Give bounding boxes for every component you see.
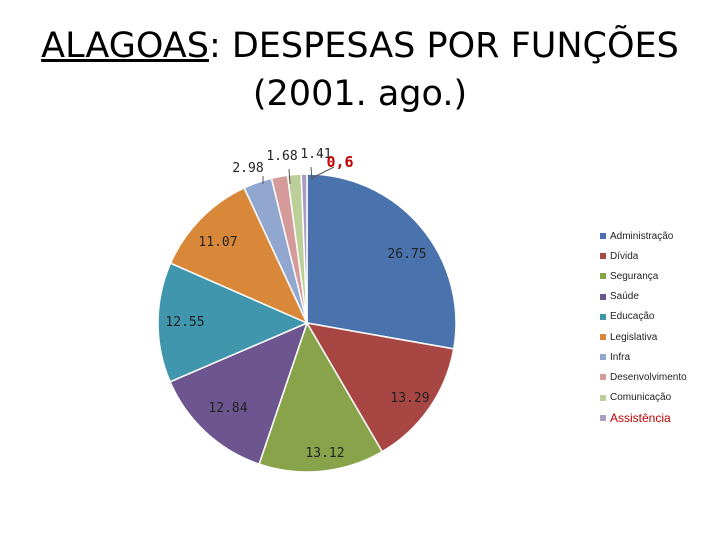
legend-item: Desenvolvimento bbox=[600, 367, 720, 387]
title-main-text: : DESPESAS POR FUNÇÕES bbox=[208, 26, 679, 66]
chart-title: ALAGOAS: DESPESAS POR FUNÇÕES (2001. ago… bbox=[0, 22, 720, 118]
legend-label: Educação bbox=[610, 311, 655, 323]
pie-slice-4 bbox=[169, 321, 309, 466]
chart-legend: Administração Dívida Segurança Saúde Educaçã… bbox=[600, 226, 720, 428]
legend-label: Dívida bbox=[610, 250, 639, 262]
legend-item: Administração bbox=[600, 226, 720, 246]
title-date: (2001. ago.) bbox=[252, 74, 468, 114]
pie-slice-1 bbox=[306, 173, 457, 350]
legend-swatch bbox=[600, 354, 606, 361]
data-label-9: 1.41 bbox=[300, 147, 331, 162]
title-state-name: ALAGOAS bbox=[41, 26, 209, 66]
title-line-1: ALAGOAS: DESPESAS POR FUNÇÕES bbox=[0, 22, 720, 70]
leader-line-2 bbox=[288, 168, 291, 185]
legend-swatch bbox=[600, 374, 606, 381]
pie-slice-6 bbox=[169, 186, 309, 325]
legend-swatch bbox=[600, 273, 606, 280]
data-label-10: 0,6 bbox=[326, 153, 353, 171]
legend-swatch bbox=[600, 313, 606, 320]
data-label-5: 12.55 bbox=[165, 315, 204, 330]
legend-item: Educação bbox=[600, 307, 720, 327]
legend-swatch bbox=[600, 334, 606, 341]
legend-item: Assistência bbox=[600, 408, 720, 428]
legend-swatch bbox=[600, 293, 606, 300]
legend-swatch bbox=[600, 394, 606, 401]
data-label-8: 1.68 bbox=[266, 149, 297, 164]
data-label-4: 12.84 bbox=[208, 401, 247, 416]
legend-label: Saúde bbox=[610, 291, 639, 303]
legend-item: Infra bbox=[600, 347, 720, 367]
data-label-2: 13.29 bbox=[390, 391, 429, 406]
data-label-1: 26.75 bbox=[387, 247, 426, 262]
legend-label: Legislativa bbox=[610, 331, 658, 343]
legend-label: Segurança bbox=[610, 270, 659, 282]
legend-swatch bbox=[600, 414, 606, 421]
legend-label: Desenvolvimento bbox=[610, 371, 687, 383]
legend-label: Administração bbox=[610, 230, 674, 242]
pie-slice-2 bbox=[305, 321, 455, 453]
legend-label: Comunicação bbox=[610, 392, 672, 404]
legend-swatch bbox=[600, 253, 606, 260]
data-label-3: 13.12 bbox=[305, 446, 344, 461]
pie-slice-10 bbox=[300, 173, 308, 324]
legend-item: Comunicação bbox=[600, 388, 720, 408]
leader-line-4 bbox=[311, 166, 335, 179]
pie-slice-5 bbox=[157, 262, 309, 383]
leader-line-3 bbox=[310, 166, 313, 181]
legend-item: Legislativa bbox=[600, 327, 720, 347]
legend-item: Segurança bbox=[600, 266, 720, 286]
legend-item: Saúde bbox=[600, 287, 720, 307]
legend-label: Assistência bbox=[610, 410, 671, 425]
legend-label: Infra bbox=[610, 351, 631, 363]
data-label-6: 11.07 bbox=[198, 235, 237, 250]
data-label-7: 2.98 bbox=[232, 161, 263, 176]
legend-swatch bbox=[600, 233, 606, 240]
pie-slice-3 bbox=[258, 321, 384, 473]
legend-item: Dívida bbox=[600, 246, 720, 266]
